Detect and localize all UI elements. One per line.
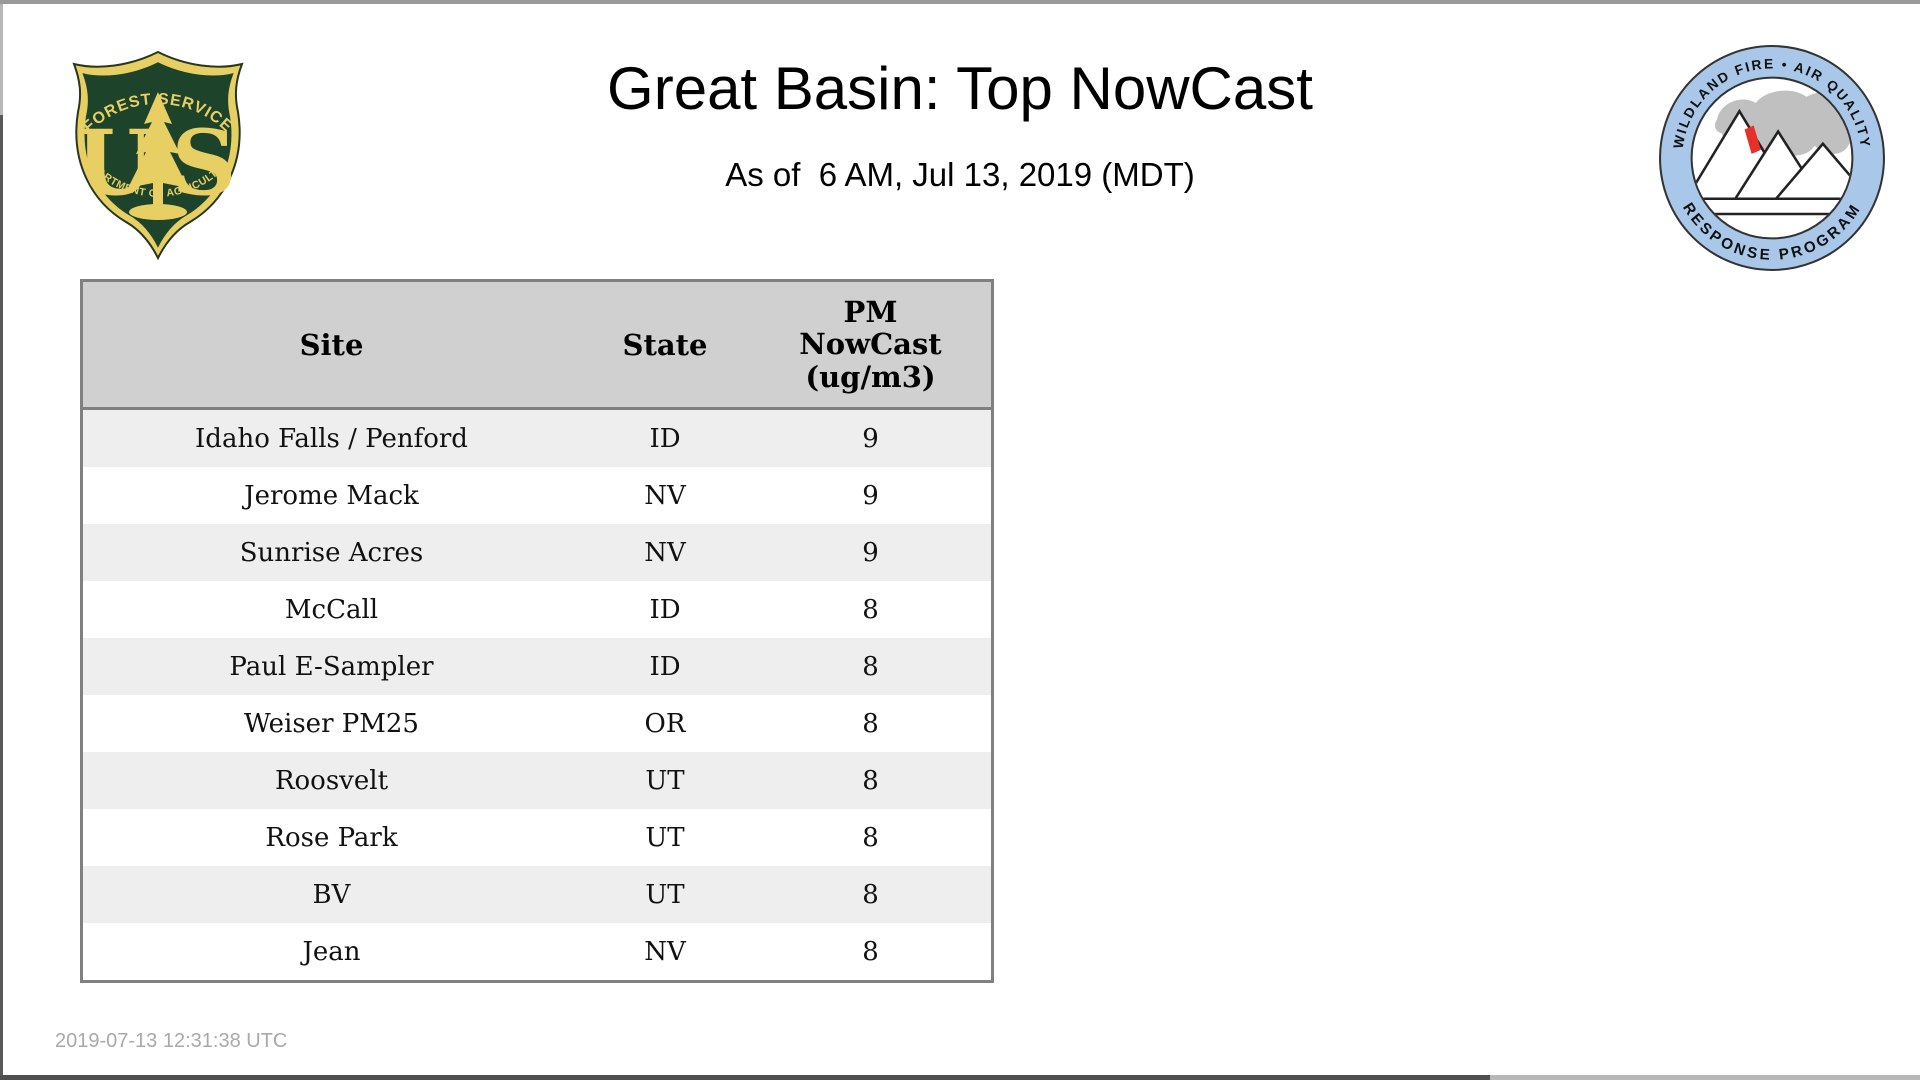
pm-cell: 9 [862, 537, 879, 568]
state-cell: NV [644, 537, 686, 568]
forest-service-logo: FOREST SERVICE DEPARTMENT OF AGRICULTURE… [58, 42, 244, 261]
pine-tree-icon [128, 92, 188, 210]
table-row: Sunrise Acres NV 9 [83, 524, 991, 581]
pm-cell: 8 [862, 879, 879, 910]
column-header-pm-nowcast: PM NowCast (ug/m3) [750, 282, 991, 407]
site-cell: Weiser PM25 [244, 708, 419, 739]
table-row: Jerome Mack NV 9 [83, 467, 991, 524]
state-cell: ID [649, 651, 681, 682]
state-cell: UT [645, 879, 685, 910]
pm-cell: 8 [862, 765, 879, 796]
site-cell: Jerome Mack [244, 480, 419, 511]
site-cell: Roosvelt [274, 765, 389, 796]
table-row: Jean NV 8 [83, 923, 991, 980]
state-cell: UT [645, 765, 685, 796]
table-header-row: Site State PM NowCast (ug/m3) [83, 282, 991, 410]
left-scrollbar-track[interactable] [0, 4, 3, 115]
pine-tree-mound [129, 204, 187, 220]
state-cell: NV [644, 480, 686, 511]
pm-cell: 8 [862, 936, 879, 967]
site-cell: BV [312, 879, 351, 910]
column-header-site: Site [299, 327, 364, 362]
pm-cell: 9 [862, 423, 879, 454]
table-row: Weiser PM25 OR 8 [83, 695, 991, 752]
horizontal-scrollbar-thumb[interactable] [0, 1075, 1490, 1080]
site-cell: McCall [284, 594, 379, 625]
page-title: Great Basin: Top NowCast [607, 55, 1313, 122]
generation-timestamp: 2019-07-13 12:31:38 UTC [55, 1030, 288, 1052]
site-cell: Sunrise Acres [239, 537, 424, 568]
site-cell: Paul E-Sampler [229, 651, 434, 682]
pm-cell: 8 [862, 594, 879, 625]
table-row: Rose Park UT 8 [83, 809, 991, 866]
left-scrollbar-thumb[interactable] [0, 115, 3, 1075]
window-top-edge [0, 0, 1920, 4]
pm-cell: 9 [862, 480, 879, 511]
table-body: Idaho Falls / Penford ID 9 Jerome Mack N… [83, 410, 991, 980]
pm-cell: 8 [862, 708, 879, 739]
table-row: McCall ID 8 [83, 581, 991, 638]
site-cell: Jean [302, 936, 361, 967]
horizontal-scrollbar-track[interactable] [1490, 1075, 1920, 1080]
state-cell: UT [645, 822, 685, 853]
table-row: Idaho Falls / Penford ID 9 [83, 410, 991, 467]
table-row: Paul E-Sampler ID 8 [83, 638, 991, 695]
table-row: BV UT 8 [83, 866, 991, 923]
state-cell: ID [649, 423, 681, 454]
site-cell: Rose Park [265, 822, 398, 853]
site-cell: Idaho Falls / Penford [195, 423, 468, 454]
state-cell: OR [644, 708, 686, 739]
column-header-state: State [622, 327, 708, 362]
nowcast-table: Site State PM NowCast (ug/m3) Idaho Fall… [80, 279, 994, 983]
state-cell: NV [644, 936, 686, 967]
state-cell: ID [649, 594, 681, 625]
flame-mark [1744, 125, 1761, 154]
page-subtitle: As of 6 AM, Jul 13, 2019 (MDT) [725, 156, 1195, 193]
table-row: Roosvelt UT 8 [83, 752, 991, 809]
column-header-pm-label: PM NowCast (ug/m3) [799, 294, 942, 394]
wfaqrp-logo: WILDLAND FIRE • AIR QUALITY RESPONSE PRO… [1659, 45, 1885, 271]
pm-cell: 8 [862, 651, 879, 682]
us-letter-s: S [172, 110, 237, 216]
pm-cell: 8 [862, 822, 879, 853]
